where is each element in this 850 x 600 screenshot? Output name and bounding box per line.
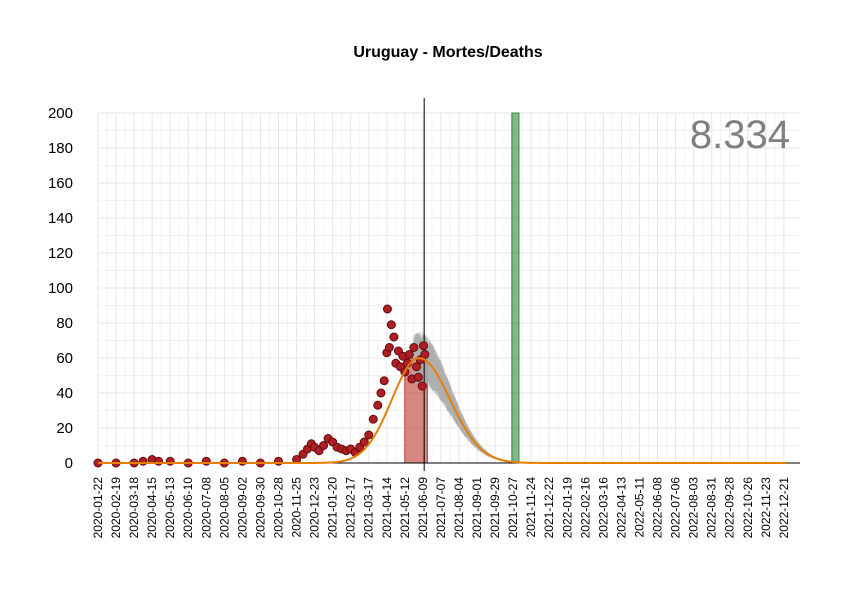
x-tick-label: 2021-04-14 (380, 477, 394, 539)
x-tick-label: 2021-05-12 (398, 477, 412, 539)
data-point (364, 430, 374, 440)
x-axis-ticks: 2020-01-22 2020-02-19 2020-03-18 2020-04-15… (91, 477, 791, 539)
x-tick-label: 2020-07-08 (199, 477, 213, 539)
data-point (419, 341, 429, 351)
x-tick-label: 2021-01-20 (326, 477, 340, 539)
x-tick-label: 2020-05-13 (163, 477, 177, 539)
data-point (382, 304, 392, 314)
x-tick-label: 2022-03-16 (596, 477, 610, 539)
data-point (201, 456, 211, 466)
data-point (359, 437, 369, 447)
x-tick-label: 2021-11-24 (524, 477, 538, 538)
x-tick-label: 2021-08-04 (452, 477, 466, 539)
y-tick-label: 20 (56, 420, 73, 437)
grid (97, 112, 800, 464)
data-point (379, 376, 389, 386)
data-point (319, 441, 329, 450)
x-tick-label: 2020-08-05 (217, 477, 231, 539)
x-tick-label: 2022-09-28 (723, 477, 737, 539)
x-tick-label: 2021-03-17 (362, 477, 376, 539)
data-point (413, 372, 423, 382)
total-deaths-label: 8.334 (690, 113, 790, 157)
y-tick-label: 120 (48, 245, 73, 262)
x-tick-label: 2022-07-06 (669, 477, 683, 539)
data-point (420, 350, 430, 359)
x-tick-label: 2021-06-09 (416, 477, 430, 539)
confidence-band (413, 330, 562, 463)
y-tick-label: 100 (48, 280, 73, 297)
y-tick-label: 0 (65, 455, 73, 472)
data-point (373, 400, 383, 410)
y-tick-label: 80 (56, 315, 73, 332)
x-tick-label: 2022-02-16 (578, 477, 592, 539)
data-point (417, 381, 427, 391)
data-point (404, 350, 414, 359)
x-tick-label: 2020-09-30 (253, 477, 267, 539)
y-tick-label: 40 (56, 385, 73, 402)
y-tick-label: 200 (48, 105, 73, 122)
chart-title: Uruguay - Mortes/Deaths (353, 44, 542, 61)
x-tick-label: 2022-08-31 (705, 477, 719, 539)
data-point (368, 414, 378, 424)
x-tick-label: 2021-02-17 (344, 477, 358, 539)
data-point (273, 456, 283, 466)
data-point (411, 362, 421, 372)
y-tick-label: 180 (48, 140, 73, 157)
fit-curve-line (98, 356, 787, 464)
data-point (165, 456, 175, 466)
confidence-band-area (413, 330, 562, 463)
x-tick-label: 2020-03-18 (127, 477, 141, 539)
y-axis-ticks: 0 20 40 60 80 100 120 140 160 180 200 (48, 105, 73, 472)
data-point (389, 332, 399, 342)
y-tick-label: 140 (48, 210, 73, 227)
x-tick-label: 2020-11-25 (290, 477, 304, 538)
x-tick-label: 2020-12-23 (308, 477, 322, 539)
x-tick-label: 2022-01-19 (560, 477, 574, 539)
x-tick-label: 2020-04-15 (145, 477, 159, 539)
data-point (138, 456, 148, 466)
x-tick-label: 2020-01-22 (91, 477, 105, 539)
x-tick-label: 2022-08-03 (687, 477, 701, 539)
data-point (237, 456, 247, 466)
x-tick-label: 2022-06-08 (651, 477, 665, 539)
data-points (93, 304, 430, 468)
x-tick-label: 2020-10-28 (271, 477, 285, 539)
x-tick-label: 2021-09-01 (470, 477, 484, 539)
y-tick-label: 60 (56, 350, 73, 367)
x-tick-label: 2020-02-19 (109, 477, 123, 539)
x-tick-label: 2021-10-27 (506, 477, 520, 539)
x-tick-label: 2022-05-11 (632, 477, 646, 538)
x-tick-label: 2021-12-22 (542, 477, 556, 539)
x-tick-label: 2022-12-21 (777, 477, 791, 539)
y-tick-label: 160 (48, 175, 73, 192)
x-tick-label: 2020-06-10 (181, 477, 195, 539)
data-point (384, 343, 394, 352)
x-tick-label: 2022-10-26 (741, 477, 755, 539)
x-tick-label: 2022-11-23 (759, 477, 773, 538)
x-tick-label: 2021-07-07 (434, 477, 448, 539)
highlight-band (511, 112, 520, 464)
x-tick-label: 2022-04-13 (614, 477, 628, 539)
data-point (154, 456, 164, 466)
data-point (376, 388, 386, 398)
x-tick-label: 2021-09-29 (488, 477, 502, 539)
x-tick-label: 2020-09-02 (235, 477, 249, 539)
data-point (386, 320, 396, 330)
fit-curve (98, 356, 787, 464)
data-point (409, 343, 419, 352)
